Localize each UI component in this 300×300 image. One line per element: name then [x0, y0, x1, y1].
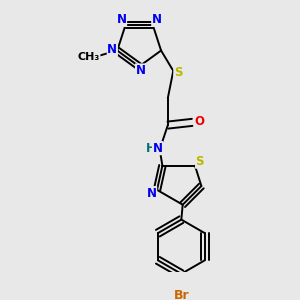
Text: CH₃: CH₃ [78, 52, 100, 62]
Text: S: S [174, 66, 182, 79]
Text: N: N [116, 14, 127, 26]
Text: Br: Br [173, 289, 189, 300]
Text: N: N [107, 43, 117, 56]
Text: N: N [147, 187, 157, 200]
Text: N: N [152, 142, 163, 154]
Text: N: N [136, 64, 146, 77]
Text: N: N [152, 14, 162, 26]
Text: O: O [194, 115, 204, 128]
Text: H: H [146, 142, 156, 154]
Text: S: S [196, 155, 204, 168]
